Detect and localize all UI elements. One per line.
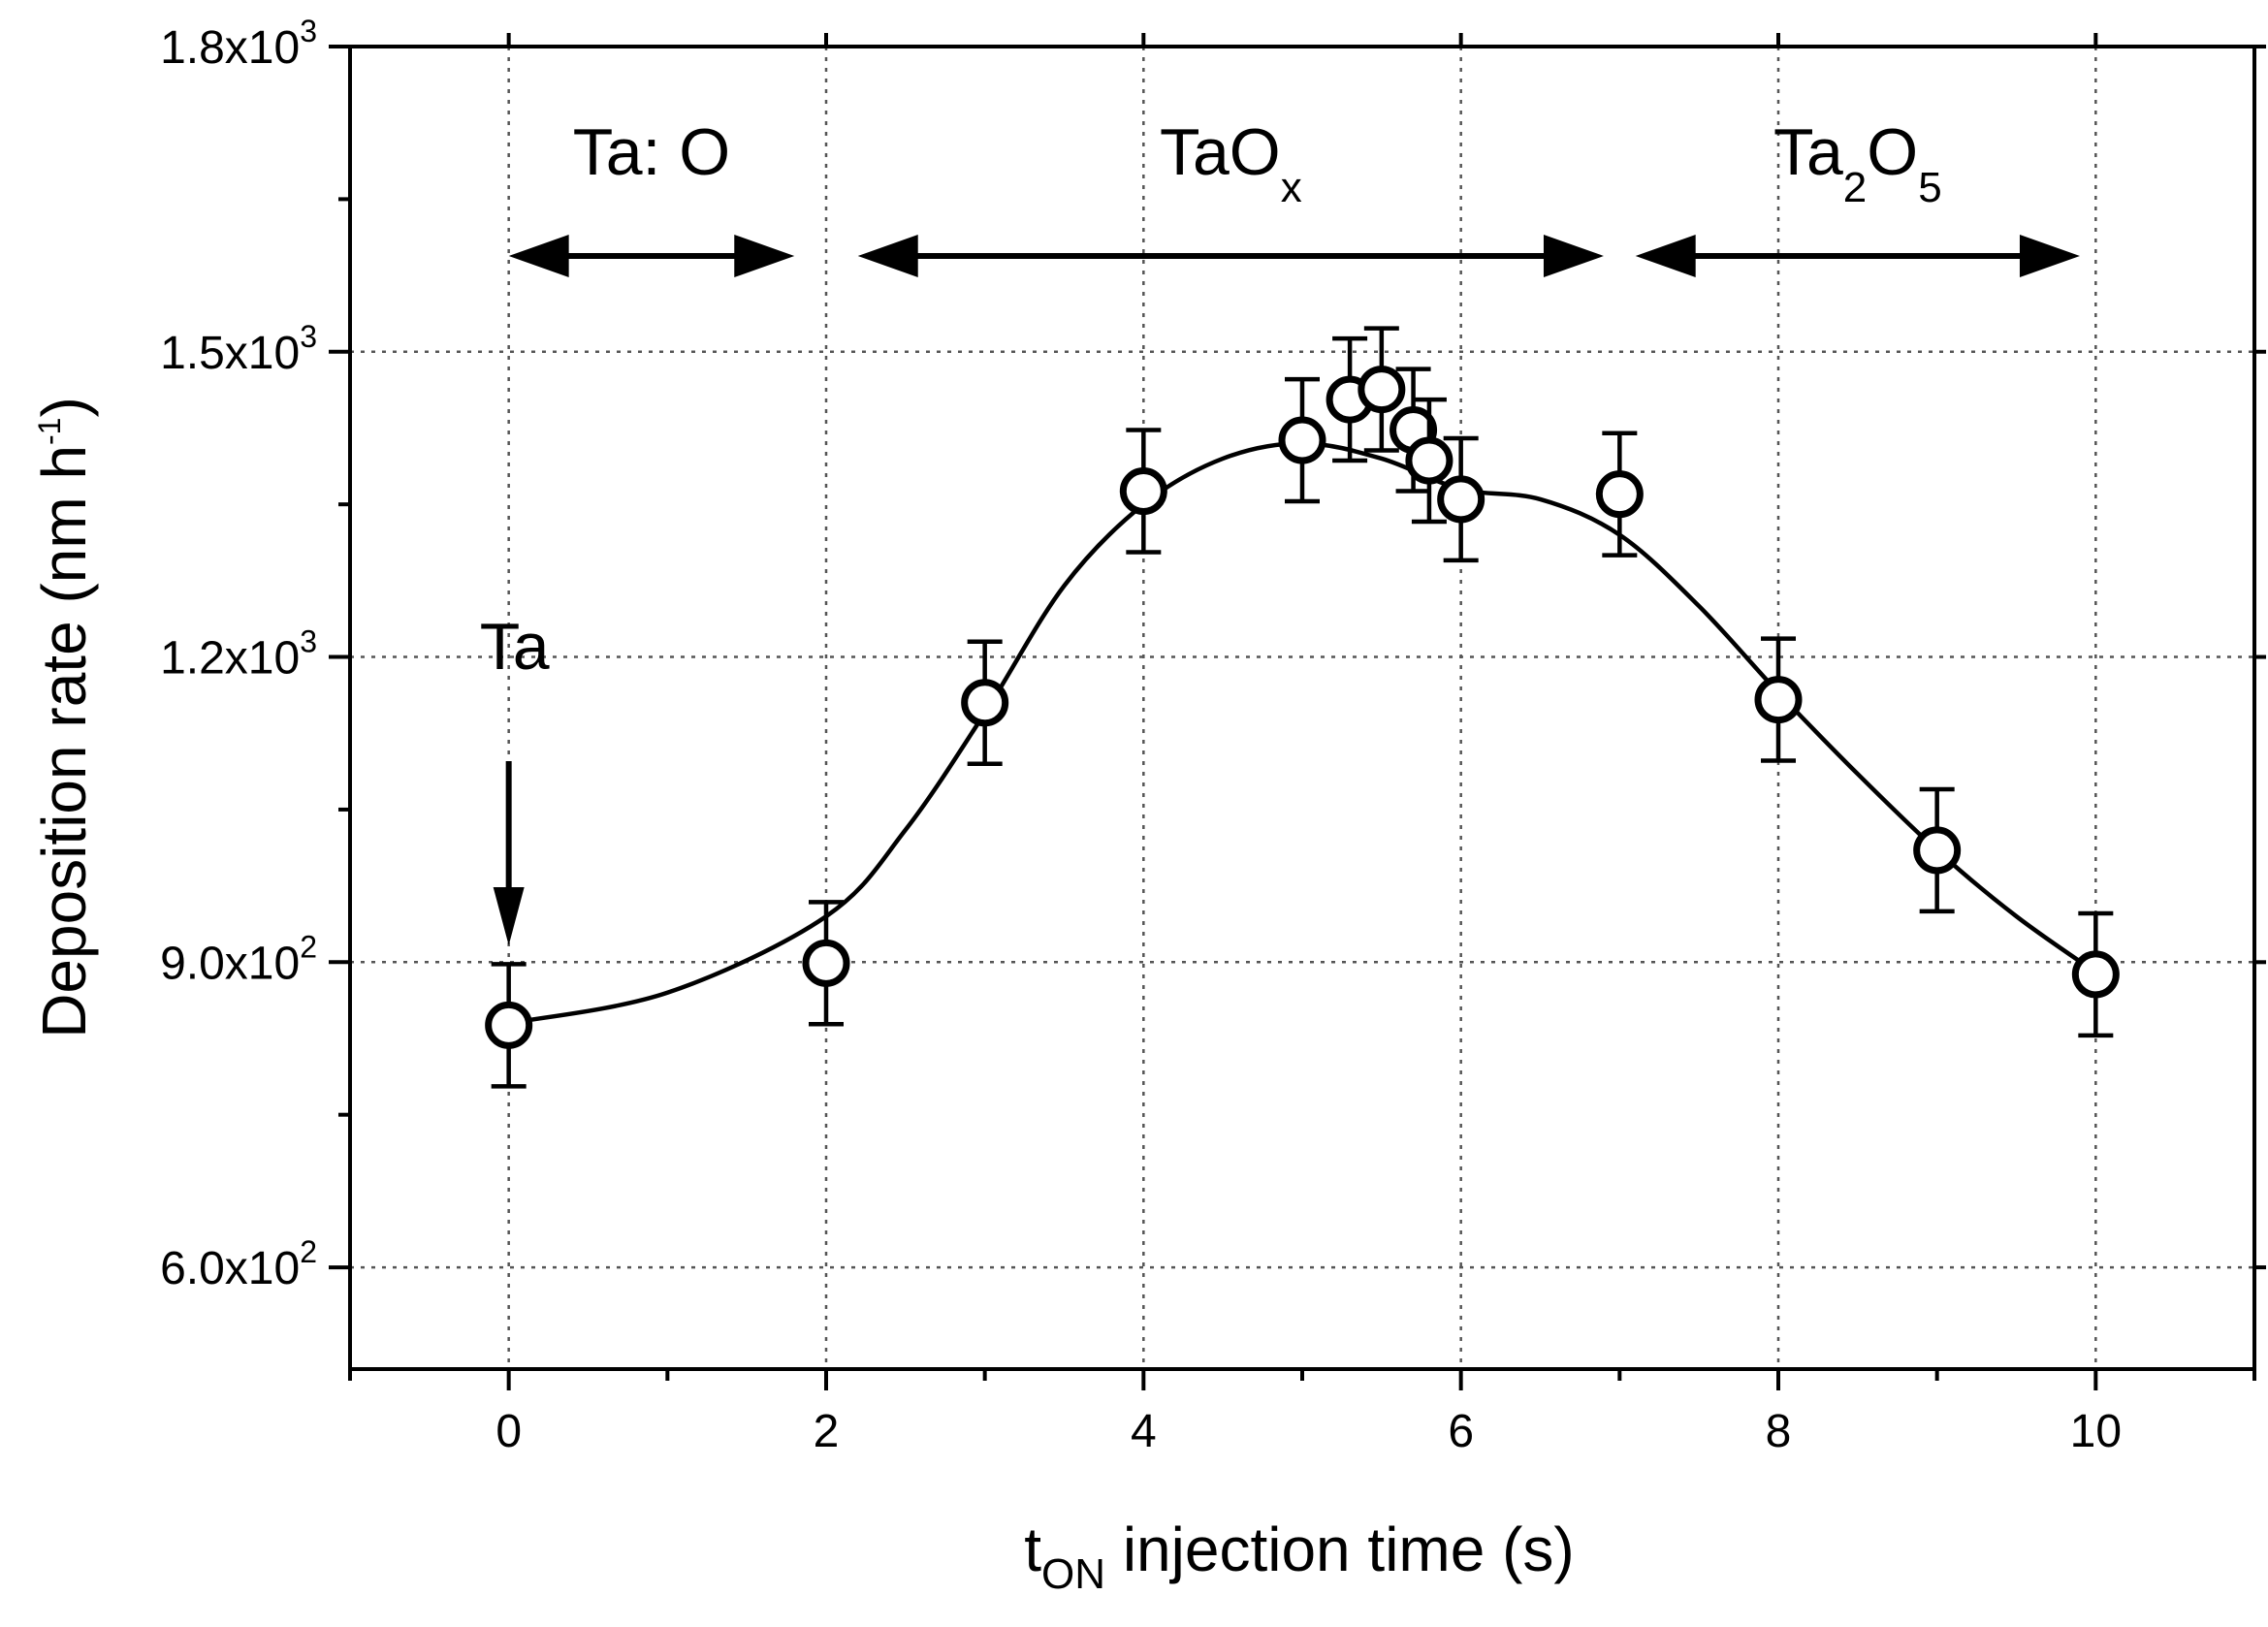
y-tick-exponent: 3 <box>300 624 317 659</box>
region-label-main: TaO <box>1160 115 1281 189</box>
data-point <box>1754 676 1803 724</box>
data-points <box>485 326 2120 1089</box>
y-axis-title-end: ) <box>29 397 99 417</box>
y-tick-label: 9.0x102 <box>160 929 317 989</box>
plot-border <box>348 45 2256 1371</box>
x-axis-title-rest: injection time (s) <box>1105 1515 1575 1584</box>
axis-ticks <box>329 33 2266 1390</box>
data-point <box>1358 366 1406 414</box>
y-tick-mantissa: 1.5x10 <box>160 328 300 379</box>
region-arrow-right-head <box>1543 235 1604 277</box>
region-label-sub: 2 <box>1843 164 1867 211</box>
y-tick-exponent: 3 <box>300 319 317 354</box>
region-arrow-right-head <box>734 235 795 277</box>
y-tick-exponent: 3 <box>300 14 317 48</box>
region-arrow-left-head <box>1635 235 1696 277</box>
data-point <box>1913 826 1962 875</box>
region-label: Ta: O <box>573 115 731 189</box>
grid <box>350 47 2254 1369</box>
y-tick-mantissa: 1.2x10 <box>160 633 300 685</box>
data-point <box>1405 436 1453 485</box>
y-tick-mantissa: 1.8x10 <box>160 22 300 74</box>
x-tick-label: 2 <box>814 1406 840 1457</box>
region-label: TaOx <box>1160 115 1302 211</box>
region-arrow-right-head <box>2019 235 2080 277</box>
y-axis-title-main: Deposition rate (nm h <box>29 445 99 1038</box>
region-label-sub: x <box>1281 164 1302 211</box>
data-point <box>802 939 850 987</box>
region-label-sub2: 5 <box>1918 164 1941 211</box>
region-label-main: Ta <box>1773 115 1843 189</box>
plot-frame <box>348 45 2256 1371</box>
down-arrow-head <box>493 887 525 945</box>
x-axis-title-main: t <box>1024 1515 1041 1584</box>
y-tick-label: 6.0x102 <box>160 1234 317 1294</box>
data-point <box>1595 470 1644 519</box>
region-arrow-left-head <box>508 235 569 277</box>
data-point <box>1278 416 1326 464</box>
y-tick-label: 1.5x103 <box>160 319 317 379</box>
y-tick-exponent: 2 <box>300 1234 317 1269</box>
y-axis-title-sup: -1 <box>32 418 67 445</box>
fit-line <box>508 440 2097 1026</box>
data-point <box>1437 475 1485 524</box>
x-tick-label: 10 <box>2070 1406 2122 1457</box>
y-tick-label: 1.8x103 <box>160 14 317 74</box>
data-point <box>961 679 1009 727</box>
arrow-label: Ta <box>480 610 550 684</box>
x-axis-title-sub: ON <box>1041 1550 1105 1598</box>
x-tick-label: 8 <box>1766 1406 1792 1457</box>
x-axis-title: tON injection time (s) <box>1024 1515 1574 1598</box>
y-tick-label: 1.2x103 <box>160 624 317 685</box>
data-point <box>1119 467 1167 516</box>
x-tick-labels: 0 2 4 6 8 10 <box>495 1406 2122 1457</box>
x-tick-label: 6 <box>1448 1406 1474 1457</box>
region-label-main: Ta: O <box>573 115 731 189</box>
data-point <box>2071 950 2120 999</box>
y-tick-mantissa: 6.0x10 <box>160 1243 300 1294</box>
region-arrow-left-head <box>857 235 918 277</box>
data-point <box>485 1001 533 1049</box>
fit-curve <box>508 440 2097 1026</box>
region-label: Ta2O5 <box>1773 115 1942 211</box>
y-axis-title: Deposition rate (nm h-1) <box>29 397 99 1038</box>
y-tick-exponent: 2 <box>300 929 317 964</box>
region-label-main2: O <box>1867 115 1918 189</box>
x-tick-label: 4 <box>1131 1406 1157 1457</box>
y-tick-mantissa: 9.0x10 <box>160 938 300 989</box>
x-tick-label: 0 <box>495 1406 522 1457</box>
